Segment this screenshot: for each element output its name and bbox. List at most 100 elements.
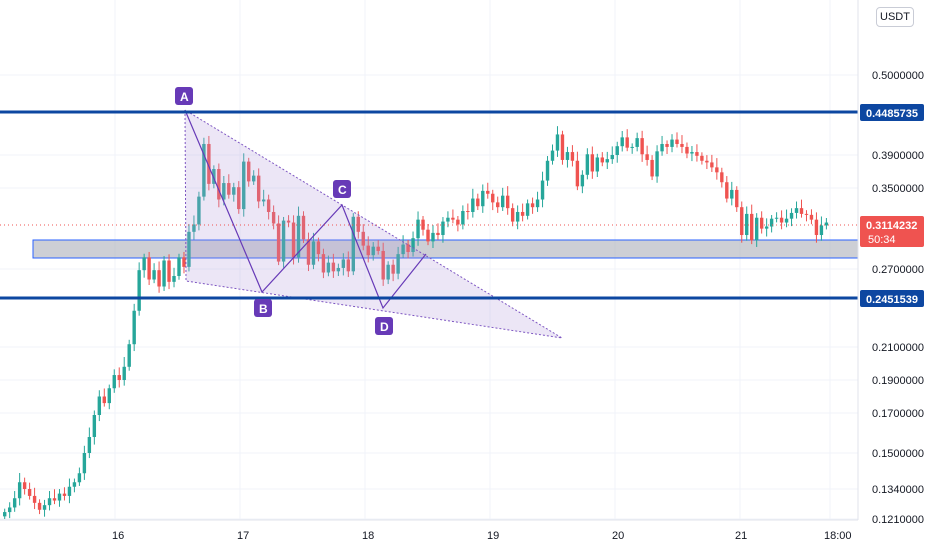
candle-down [361, 231, 365, 246]
candle-up [172, 276, 176, 282]
candle-down [157, 270, 161, 287]
candle-down [650, 159, 654, 177]
candle-down [356, 216, 360, 232]
candle-up [142, 257, 146, 271]
candle-up [545, 160, 550, 181]
candle-down [167, 260, 171, 282]
candle-down [306, 239, 311, 265]
candle-up [77, 473, 82, 483]
candle-down [735, 189, 739, 208]
triangle-pattern[interactable] [184, 109, 563, 339]
abcd-pattern-line[interactable] [184, 109, 427, 310]
candle-down [720, 172, 724, 183]
candle-up [595, 157, 600, 172]
candle-up [824, 222, 829, 226]
price-tick: 0.1210000 [872, 514, 924, 526]
candle-down [247, 161, 251, 182]
candle-down [491, 193, 495, 203]
pattern-point-b-badge [254, 299, 272, 317]
candle-up [550, 150, 555, 161]
currency-button[interactable]: USDT [876, 7, 914, 27]
candle-up [620, 137, 624, 147]
candle-down [510, 208, 515, 222]
countdown-label: 50:34 [868, 234, 896, 246]
candle-up [441, 221, 445, 236]
candle-up [72, 482, 77, 487]
pattern-point-c[interactable]: C [333, 180, 351, 198]
candle-down [207, 143, 211, 184]
candle-up [730, 189, 734, 199]
candle-up [386, 264, 390, 280]
candle-up [605, 159, 609, 163]
candle-up [87, 437, 92, 453]
candle-down [316, 241, 321, 255]
pattern-point-d-label: D [380, 320, 389, 334]
candle-up [565, 152, 570, 160]
candle-down [426, 229, 430, 242]
candle-down [645, 154, 649, 160]
candle-up [92, 415, 97, 437]
pattern-point-d[interactable]: D [375, 317, 393, 335]
candle-down [291, 222, 296, 258]
candle-down [346, 259, 351, 272]
candle-down [391, 264, 395, 274]
candle-down [680, 143, 684, 147]
candle-up [416, 219, 420, 239]
candle-down [286, 220, 291, 223]
candle-down [715, 167, 719, 173]
candle-up [17, 482, 22, 499]
candle-up [535, 199, 540, 208]
candles [3, 126, 829, 519]
candle-down [331, 262, 336, 272]
candle-up [819, 225, 824, 236]
candle-up [42, 505, 47, 510]
candle-up [261, 199, 266, 202]
candle-down [271, 211, 276, 224]
candle-down [570, 152, 575, 161]
time-axis[interactable]: 16 17 18 19 20 21 18:00 [112, 530, 852, 542]
candle-down [376, 246, 380, 251]
candle-up [784, 218, 789, 223]
price-axis[interactable]: 0.5000000 0.3900000 0.3500000 0.2700000 … [872, 70, 924, 526]
candle-down [505, 195, 510, 209]
candle-up [635, 138, 639, 147]
candle-down [217, 169, 221, 200]
candle-down [62, 493, 67, 496]
price-tick: 0.1700000 [872, 408, 924, 420]
candle-up [57, 493, 62, 501]
candle-down [27, 489, 32, 496]
candle-down [710, 162, 714, 168]
candle-up [341, 259, 346, 268]
candle-up [326, 262, 331, 273]
candle-up [232, 187, 236, 195]
candle-up [97, 396, 102, 415]
candle-up [501, 195, 505, 208]
candle-down [321, 254, 326, 273]
time-tick: 18 [362, 530, 374, 542]
candle-up [212, 169, 216, 184]
candle-up [745, 213, 749, 236]
candle-up [525, 203, 530, 216]
candle-up [431, 232, 435, 242]
pattern-point-a[interactable]: A [175, 87, 193, 105]
candle-down [750, 213, 754, 241]
candle-down [451, 217, 455, 220]
candle-up [690, 152, 694, 154]
candle-down [695, 152, 699, 156]
time-tick: 20 [612, 530, 624, 542]
candle-up [615, 146, 619, 155]
candle-up [137, 270, 141, 311]
support-zone[interactable] [32, 239, 859, 259]
candle-down [406, 244, 410, 253]
pattern-point-a-badge [175, 87, 193, 105]
candle-up [222, 183, 226, 200]
candle-down [256, 175, 261, 202]
candle-down [37, 502, 42, 510]
candle-down [436, 232, 440, 236]
candle-down [685, 146, 689, 154]
pattern-point-b[interactable]: B [254, 299, 272, 317]
candle-down [575, 160, 580, 187]
candle-down [32, 495, 37, 503]
pattern-point-d-badge [375, 317, 393, 335]
